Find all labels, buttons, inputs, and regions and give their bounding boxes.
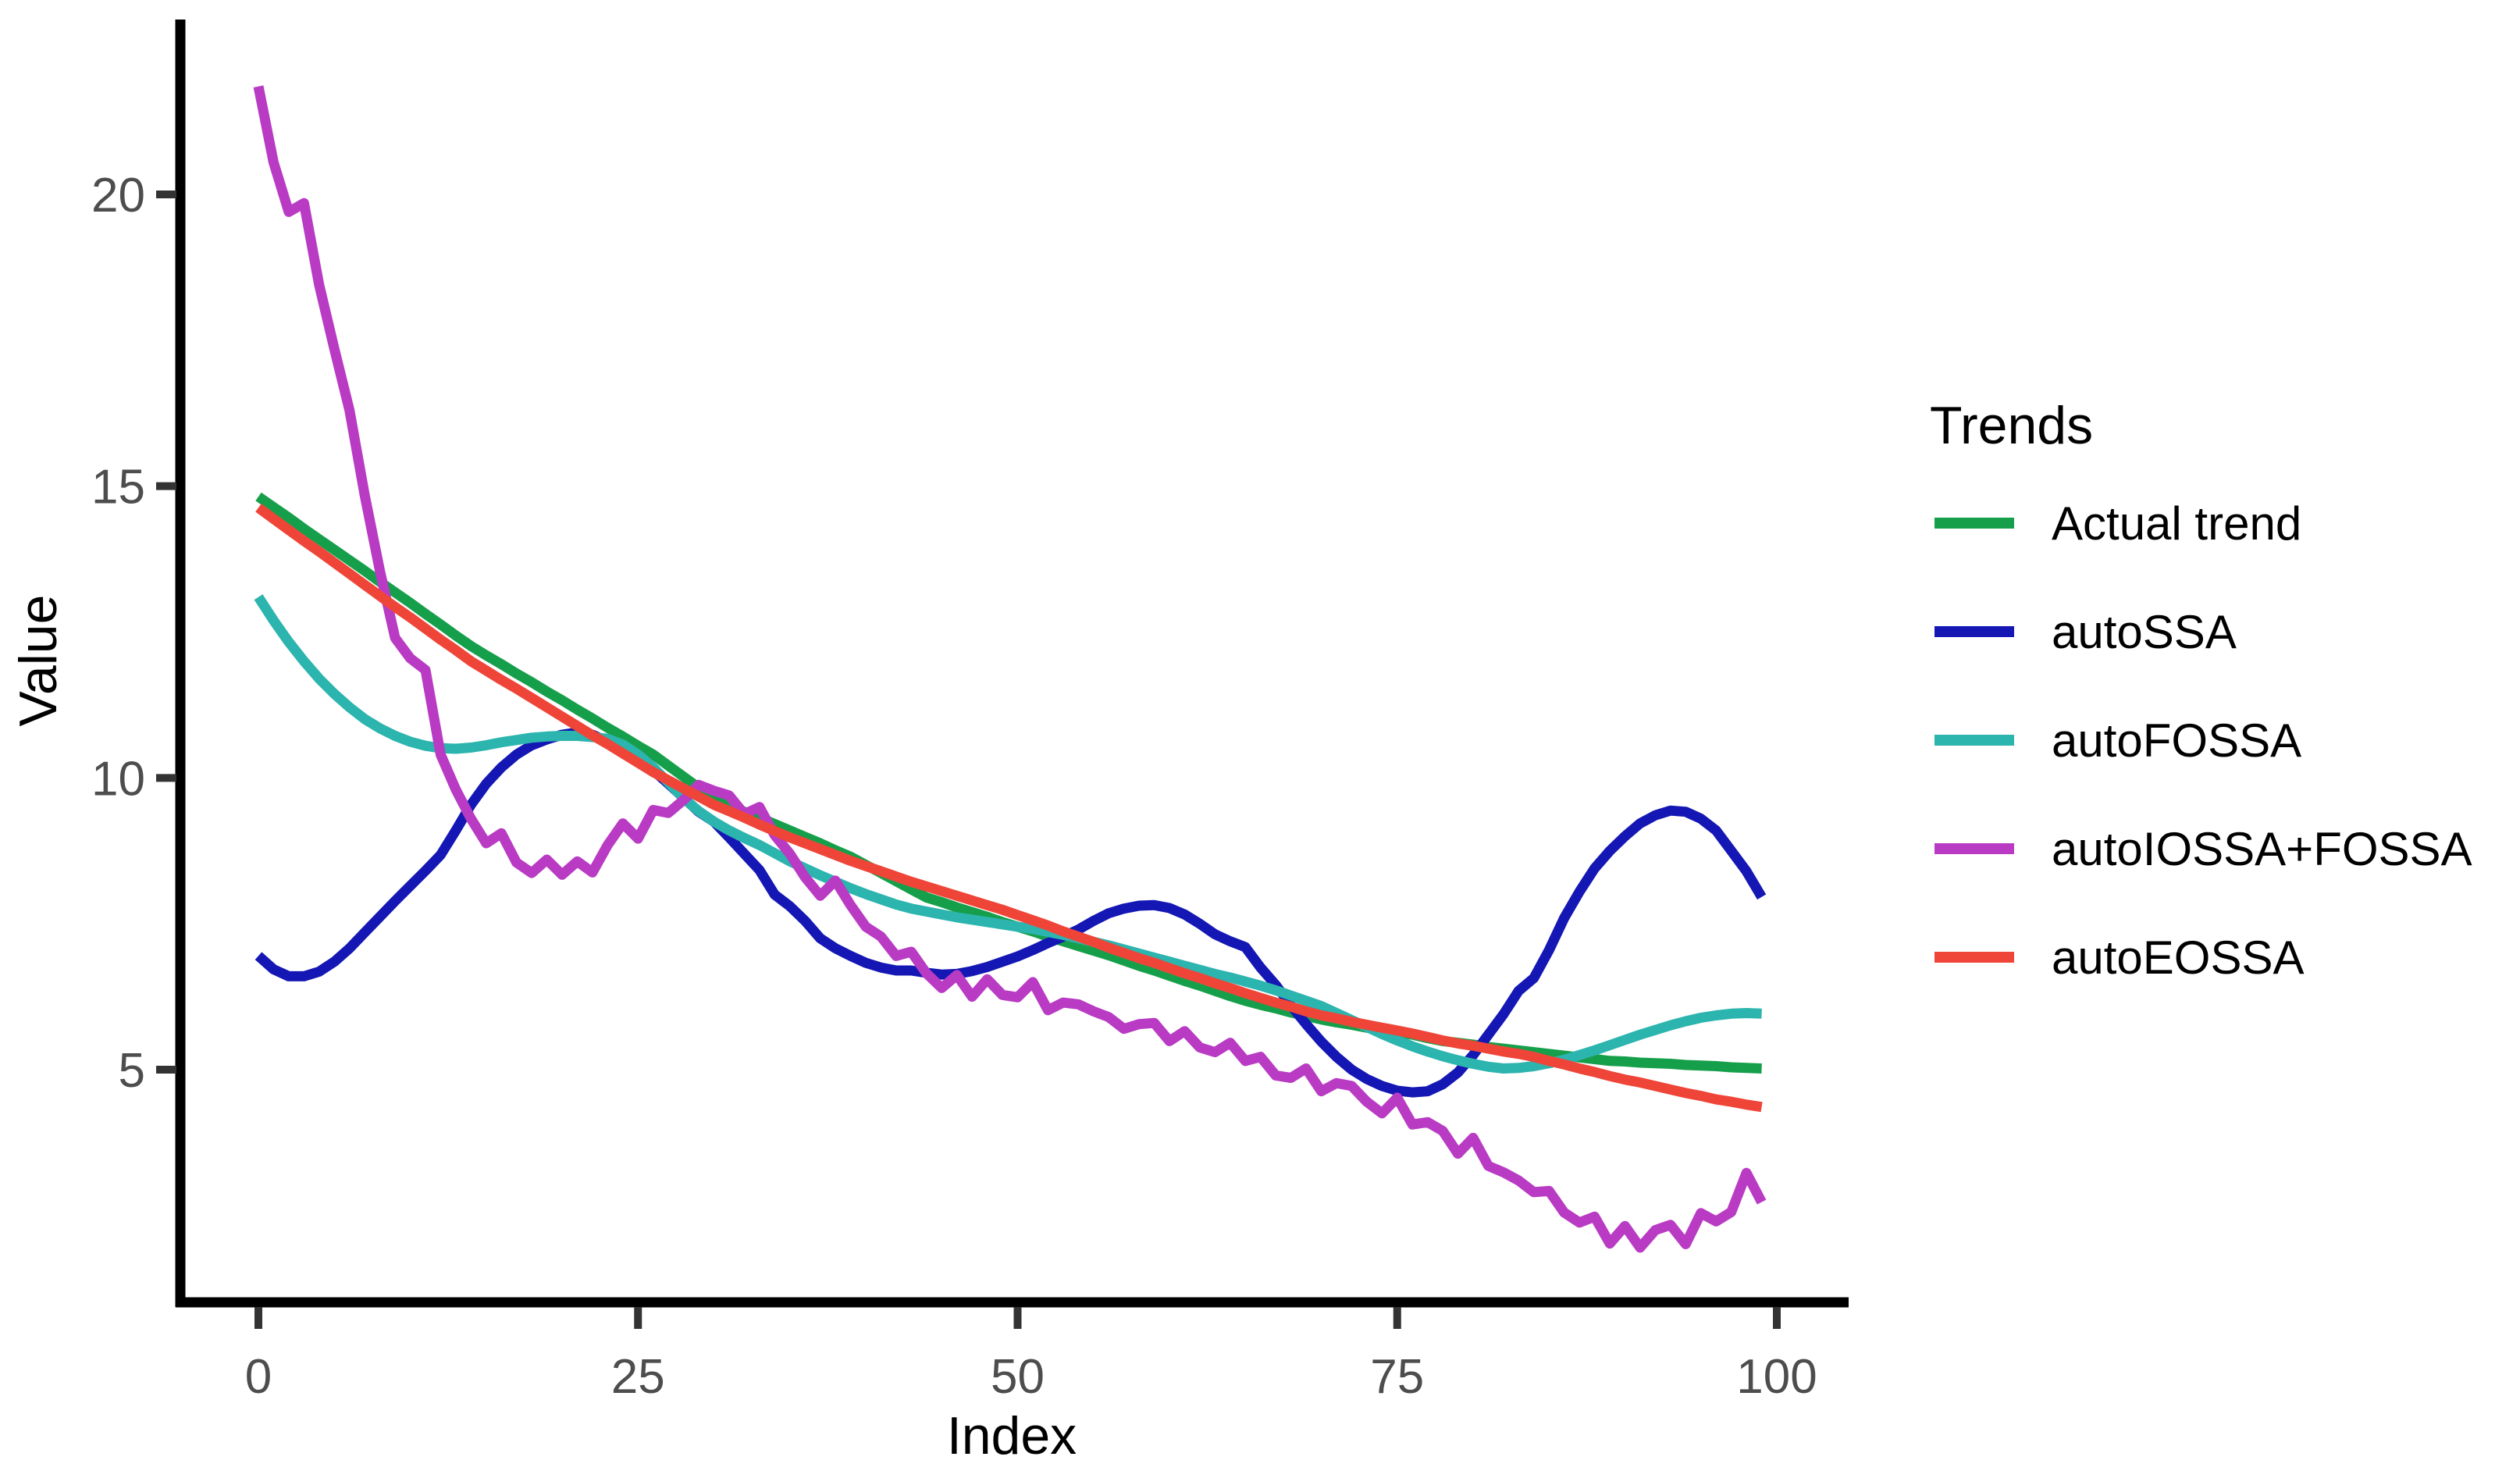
- x-tick-label: 75: [1370, 1350, 1424, 1404]
- y-tick-label: 5: [119, 1044, 145, 1098]
- series-line-autoiossa-fossa: [253, 85, 1767, 1253]
- y-tick-label: 15: [91, 461, 145, 515]
- legend-title: Trends: [1930, 396, 2093, 455]
- legend: Trends Actual trend autoSSA autoFOSSA autoI…: [1930, 396, 2472, 984]
- legend-label-actual-trend: Actual trend: [2052, 497, 2301, 550]
- series-line-autofossa: [254, 594, 1762, 1074]
- legend-items: Actual trend autoSSA autoFOSSA autoIOSSA+FO…: [1934, 497, 2472, 984]
- legend-label-autossa: autoSSA: [2052, 606, 2237, 658]
- x-axis-title: Index: [947, 1406, 1077, 1466]
- y-tick-label: 10: [91, 752, 145, 806]
- y-tick-label: 20: [91, 169, 145, 223]
- legend-label-autoeossa: autoEOSSA: [2052, 931, 2305, 984]
- x-tick-label: 100: [1736, 1350, 1817, 1404]
- plot-lines: [253, 85, 1767, 1253]
- series-line-autossa: [254, 727, 1767, 1098]
- legend-label-autoiossa-fossa: autoIOSSA+FOSSA: [2052, 823, 2472, 875]
- x-axis-ticks: 0 25 50 75 100: [245, 1307, 1817, 1404]
- legend-label-autofossa: autoFOSSA: [2052, 714, 2301, 767]
- x-tick-label: 50: [991, 1350, 1045, 1404]
- x-tick-label: 0: [245, 1350, 272, 1404]
- y-axis-title: Value: [9, 595, 68, 727]
- series-line-autoeossa: [255, 504, 1763, 1113]
- y-axis-ticks: 5 10 15 20: [91, 169, 176, 1098]
- axes: [175, 20, 1849, 1308]
- x-tick-label: 25: [611, 1350, 665, 1404]
